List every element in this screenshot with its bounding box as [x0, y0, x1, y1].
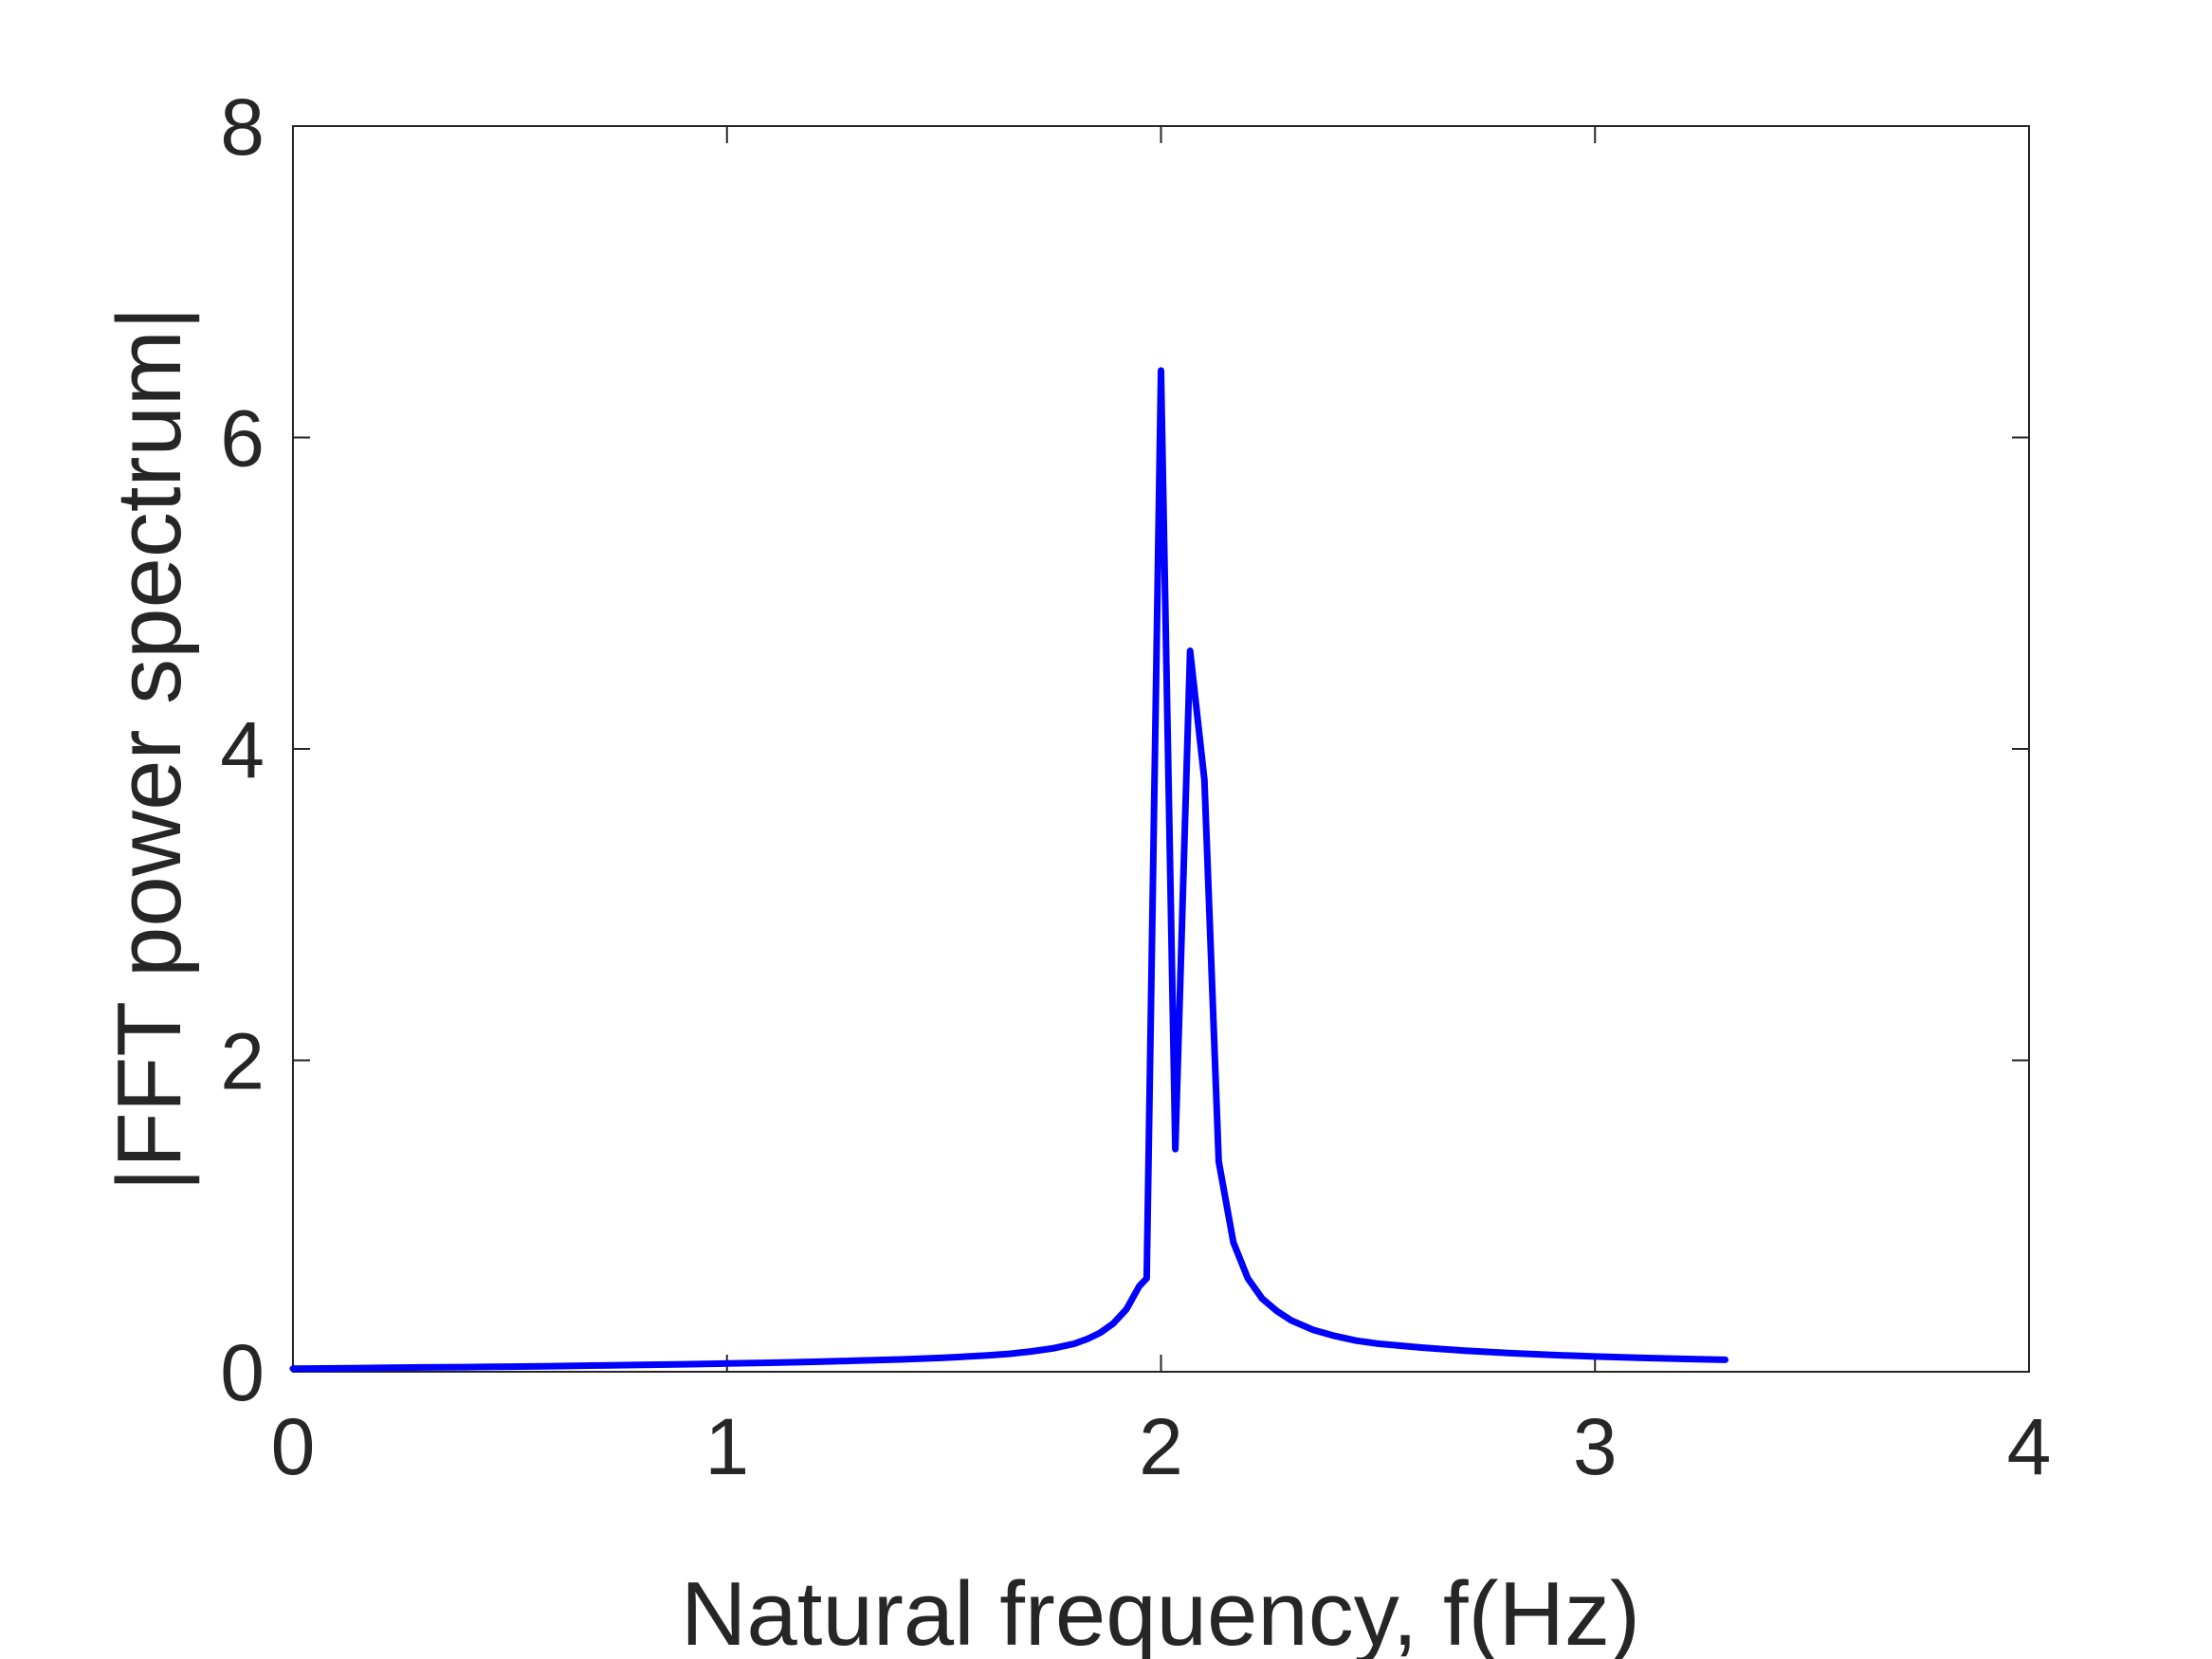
y-tick-label: 4 [220, 705, 265, 794]
x-tick-label: 2 [1139, 1402, 1183, 1491]
y-tick-label: 0 [220, 1328, 265, 1417]
x-tick-label: 3 [1573, 1402, 1618, 1491]
y-tick-labels: 0 2 4 6 8 [220, 82, 265, 1417]
x-tick-label: 0 [271, 1402, 316, 1491]
x-axis-label: Natural frequency, f(Hz) [681, 1563, 1640, 1659]
spectrum-line [289, 367, 1729, 1373]
x-tick-label: 1 [704, 1402, 749, 1491]
y-tick-label: 2 [220, 1017, 265, 1106]
plot-area [292, 125, 2030, 1373]
y-tick-label: 6 [220, 394, 265, 483]
y-tick-label: 8 [220, 82, 265, 172]
x-tick-labels: 0 1 2 3 4 [271, 1402, 2052, 1491]
x-tick-label: 4 [2007, 1402, 2052, 1491]
y-axis-label: |FFT power spectrum| [99, 306, 200, 1192]
